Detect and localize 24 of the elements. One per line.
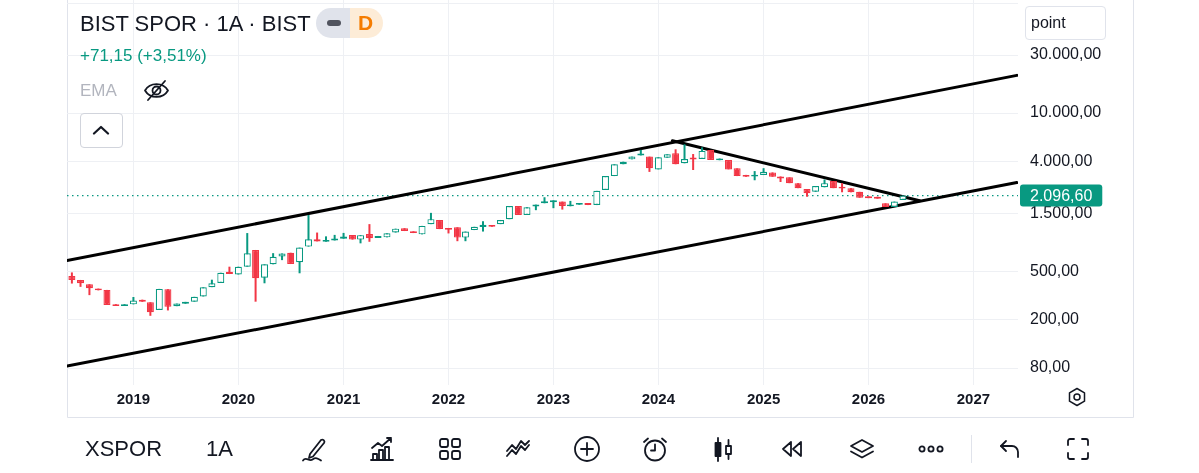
text: XSPOR	[85, 436, 163, 462]
y-tick-label: 200,00	[1030, 310, 1080, 328]
x-tick-label: 2023	[536, 390, 571, 408]
y-tick-label: 500,00	[1030, 261, 1080, 279]
ref-line-label: 2.096,60	[1030, 186, 1093, 204]
x-tick-label: 2021	[326, 390, 361, 408]
y-tick-label: 1.500,00	[1030, 203, 1093, 221]
y-tick-label: 80,00	[1030, 358, 1071, 376]
text: BIST SPOR · 1A · BIST	[80, 10, 311, 38]
y-tick-label: 30.000,00	[1030, 45, 1102, 63]
y-tick-label: 4.000,00	[1030, 151, 1093, 169]
x-tick-label: 2027	[956, 390, 991, 408]
text: point	[1025, 6, 1106, 40]
annotation: D	[350, 8, 383, 38]
x-tick-label: 2019	[116, 390, 151, 408]
x-tick-label: 2020	[221, 390, 256, 408]
y-tick-label: 10.000,00	[1030, 103, 1102, 121]
x-tick-label: 2024	[641, 390, 676, 408]
x-tick-label: 2022	[431, 390, 466, 408]
text: +71,15 (+3,51%)	[80, 45, 207, 67]
text: 1A	[206, 436, 233, 462]
annotation: EMA	[80, 80, 117, 102]
x-tick-label: 2025	[746, 390, 781, 408]
x-tick-label: 2026	[851, 390, 886, 408]
